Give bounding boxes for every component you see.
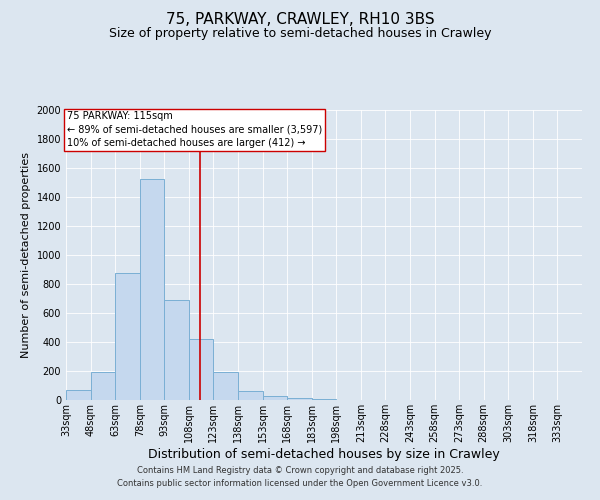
Text: Size of property relative to semi-detached houses in Crawley: Size of property relative to semi-detach… <box>109 28 491 40</box>
Bar <box>189 339 214 400</box>
Text: 75, PARKWAY, CRAWLEY, RH10 3BS: 75, PARKWAY, CRAWLEY, RH10 3BS <box>166 12 434 28</box>
Y-axis label: Number of semi-detached properties: Number of semi-detached properties <box>21 152 31 358</box>
Bar <box>287 398 312 400</box>
Text: Contains HM Land Registry data © Crown copyright and database right 2025.
Contai: Contains HM Land Registry data © Crown c… <box>118 466 482 487</box>
Bar <box>115 273 140 400</box>
Bar <box>66 390 91 400</box>
Text: 75 PARKWAY: 115sqm
← 89% of semi-detached houses are smaller (3,597)
10% of semi: 75 PARKWAY: 115sqm ← 89% of semi-detache… <box>67 112 322 148</box>
Bar <box>263 396 287 400</box>
Bar <box>140 179 164 400</box>
Bar <box>164 300 189 400</box>
Bar <box>214 372 238 400</box>
Bar <box>238 392 263 400</box>
X-axis label: Distribution of semi-detached houses by size in Crawley: Distribution of semi-detached houses by … <box>148 448 500 460</box>
Bar <box>91 372 115 400</box>
Bar <box>312 398 336 400</box>
